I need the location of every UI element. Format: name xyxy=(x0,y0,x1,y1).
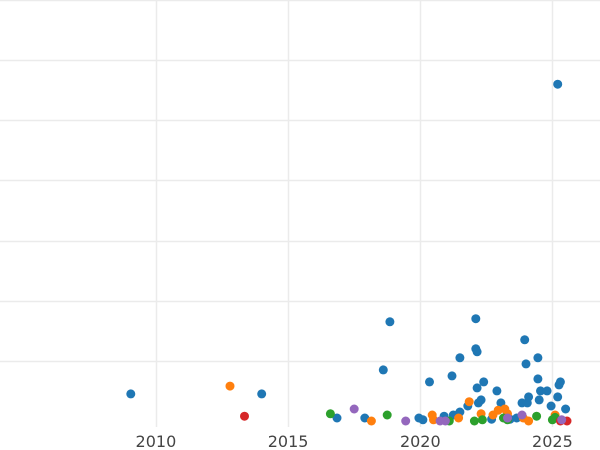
data-point xyxy=(418,415,428,425)
data-point xyxy=(532,411,542,421)
data-point xyxy=(382,410,392,420)
data-point xyxy=(454,413,464,423)
data-point xyxy=(536,386,545,396)
data-point xyxy=(524,416,534,426)
data-point xyxy=(520,335,530,345)
data-point xyxy=(257,389,267,399)
data-point xyxy=(546,401,556,411)
grid-layer xyxy=(0,0,600,427)
data-point xyxy=(366,416,376,426)
data-point xyxy=(469,416,479,426)
data-point xyxy=(349,404,359,414)
data-point xyxy=(225,381,235,391)
data-point xyxy=(476,395,486,405)
x-axis-tick-labels: 2010 2015 2020 2025 xyxy=(136,432,573,450)
data-point xyxy=(378,365,388,375)
data-point xyxy=(325,409,335,419)
data-point xyxy=(472,383,482,393)
data-point xyxy=(401,416,411,426)
data-point xyxy=(332,413,342,423)
data-point xyxy=(503,413,512,423)
data-point xyxy=(517,410,527,420)
data-point xyxy=(385,317,395,327)
data-point xyxy=(557,415,567,425)
data-point xyxy=(447,371,457,381)
data-point xyxy=(533,374,543,384)
data-point xyxy=(561,404,571,414)
x-tick-label: 2015 xyxy=(268,432,309,450)
data-point xyxy=(240,411,249,421)
data-point xyxy=(492,386,502,396)
x-tick-label: 2010 xyxy=(136,432,177,450)
data-point xyxy=(477,415,487,425)
data-point xyxy=(521,359,531,369)
data-point xyxy=(126,389,136,399)
data-point xyxy=(471,314,481,324)
data-point xyxy=(425,377,434,387)
data-point xyxy=(455,353,465,363)
data-point xyxy=(553,392,563,402)
data-point xyxy=(524,392,534,402)
data-point xyxy=(555,377,565,387)
x-tick-label: 2025 xyxy=(532,432,573,450)
data-point xyxy=(534,395,544,405)
data-point xyxy=(472,347,482,357)
data-points xyxy=(126,79,572,426)
data-point xyxy=(553,79,563,89)
data-point xyxy=(533,353,543,363)
data-point xyxy=(464,397,474,407)
data-point xyxy=(479,377,489,387)
data-point xyxy=(440,416,450,426)
data-point xyxy=(542,386,552,396)
x-tick-label: 2020 xyxy=(400,432,441,450)
